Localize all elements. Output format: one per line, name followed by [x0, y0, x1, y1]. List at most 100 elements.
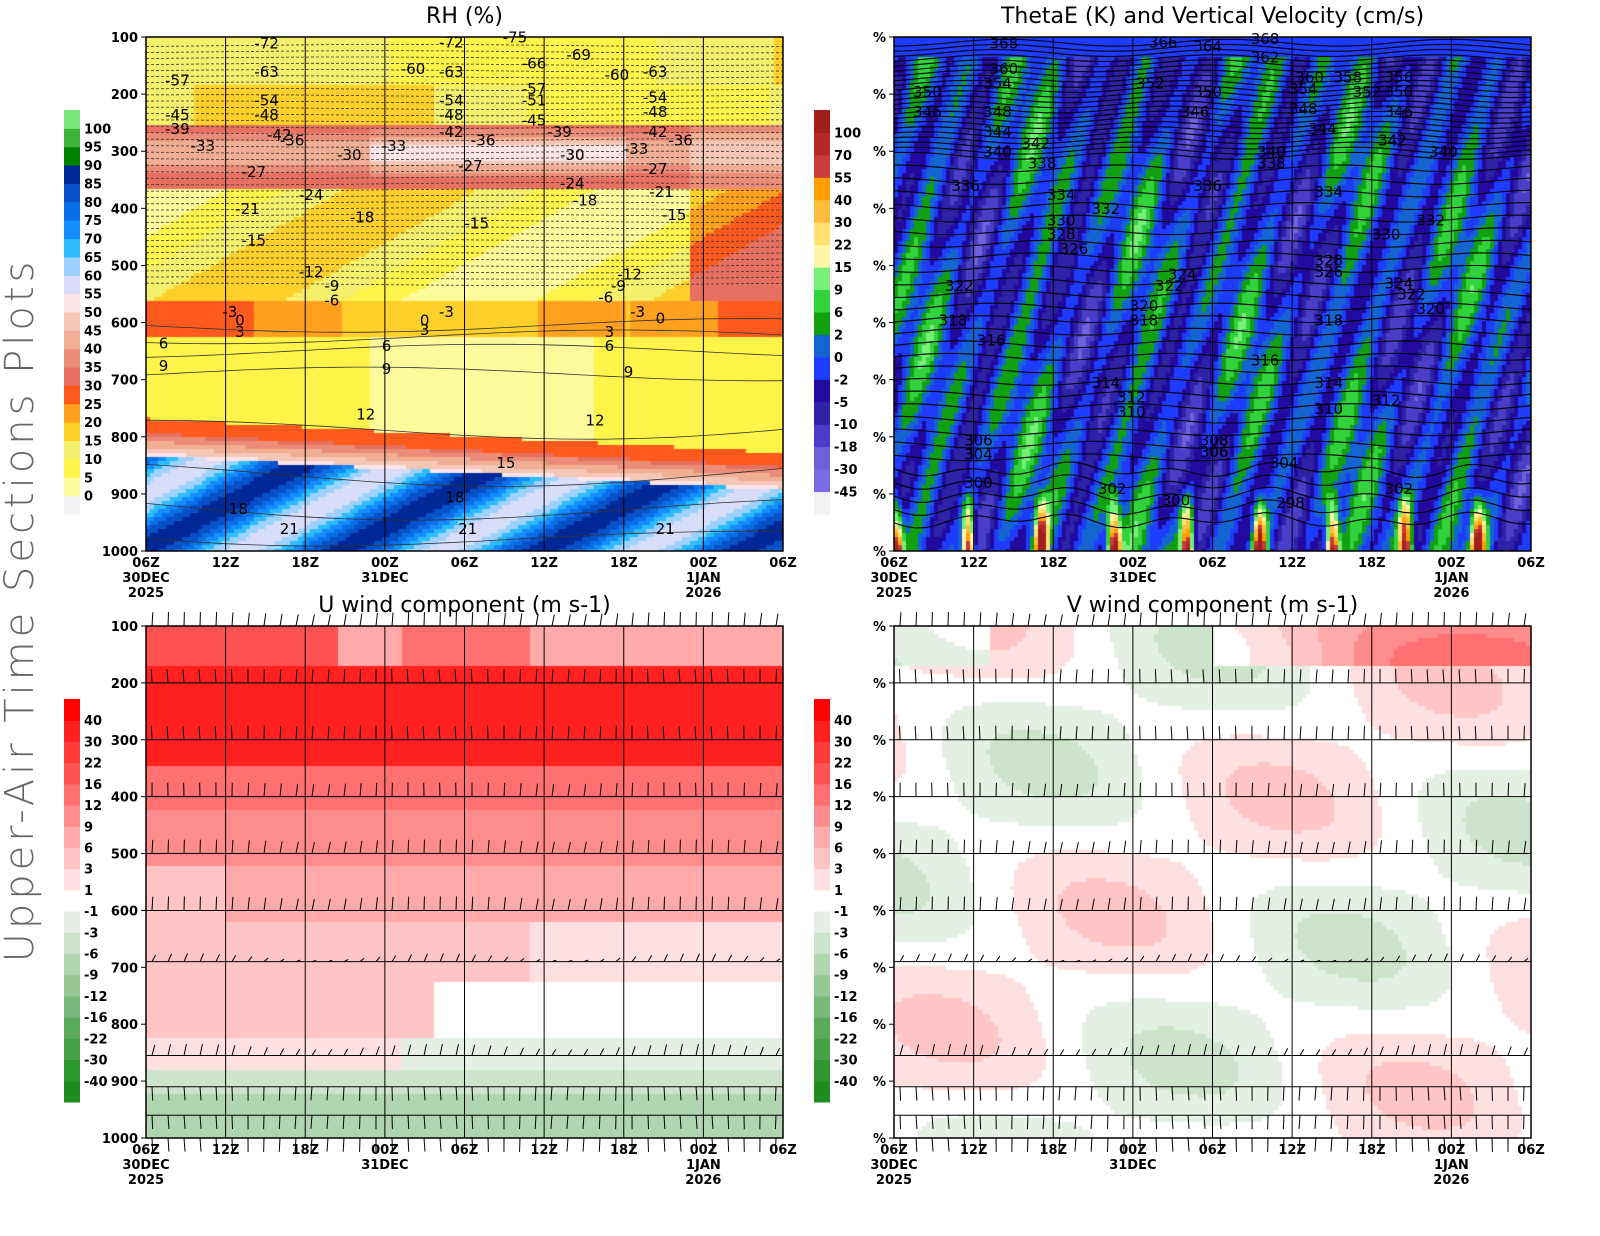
- contour-label: 338: [1028, 154, 1057, 172]
- contour-label: 340: [1429, 143, 1458, 161]
- colorbar-label: -30: [834, 1054, 858, 1069]
- wind-barb: [1459, 1137, 1462, 1152]
- contour-label: 6: [605, 337, 615, 355]
- colorbar-label: 20: [84, 416, 102, 431]
- wind-barb: [1299, 1048, 1305, 1056]
- wind-barb: [1043, 959, 1049, 963]
- wind-barb: [1283, 958, 1289, 963]
- wind-barb: [167, 896, 170, 911]
- wind-barb: [1219, 1086, 1222, 1101]
- wind-barb: [551, 726, 554, 740]
- wind-barb: [1363, 613, 1367, 627]
- wind-barb: [1219, 1137, 1222, 1152]
- wind-barb: [1299, 726, 1302, 740]
- wind-barb: [1442, 726, 1445, 740]
- wind-barb: [1026, 1115, 1029, 1130]
- wind-barb: [1139, 612, 1142, 627]
- wind-barb: [439, 1115, 442, 1129]
- colorbar-swatch: [814, 783, 830, 806]
- wind-barb: [1187, 1086, 1190, 1101]
- contour-label: -48: [643, 103, 668, 121]
- wind-barb: [678, 726, 681, 740]
- colorbar-swatch: [64, 348, 80, 368]
- wind-barb: [1283, 669, 1286, 683]
- colorbar-swatch: [64, 741, 80, 764]
- contour-label: 312: [1372, 391, 1401, 409]
- contour-label: 354: [983, 74, 1012, 92]
- colorbar-swatch: [64, 826, 80, 848]
- wind-barb: [1107, 841, 1111, 854]
- colorbar-swatch: [814, 334, 830, 358]
- dashed-contour-line: [145, 163, 784, 167]
- colorbar-label: 2: [834, 328, 843, 343]
- colorbar-swatch: [64, 974, 80, 997]
- wind-barb: [279, 783, 282, 797]
- contour-label: 348: [1289, 100, 1318, 118]
- wind-barb: [311, 726, 314, 740]
- x-tick-year: 2026: [1433, 1173, 1469, 1188]
- dashed-contour-line: [145, 238, 784, 242]
- wind-barb: [962, 669, 965, 683]
- contour-label: 21: [458, 520, 477, 538]
- wind-barb: [151, 954, 157, 962]
- wind-barb: [647, 955, 653, 962]
- wind-barb: [582, 1086, 585, 1101]
- dashed-contour-line: [145, 150, 784, 154]
- colorbar-label: 6: [834, 841, 843, 856]
- wind-barb: [391, 839, 394, 854]
- wind-barb: [375, 782, 378, 797]
- contour-label: 310: [1117, 403, 1146, 421]
- x-tick-year: 2026: [1433, 586, 1469, 601]
- dashed-contour-line: [145, 144, 784, 148]
- x-tick-label: 00Z: [371, 1143, 399, 1158]
- wind-barb: [295, 959, 301, 963]
- wind-barb: [471, 896, 474, 911]
- colorbar-label: 60: [84, 269, 102, 284]
- wind-barb: [774, 1086, 777, 1101]
- wind-barb: [327, 614, 331, 627]
- wind-barb: [963, 953, 968, 962]
- wind-barb: [1139, 896, 1142, 911]
- colorbar-label: 30: [84, 735, 102, 750]
- x-tick-label: 06Z: [132, 556, 160, 571]
- wind-barb: [311, 841, 315, 854]
- wind-barb: [199, 1044, 203, 1056]
- wind-barb: [711, 1086, 714, 1101]
- wind-barb: [711, 1115, 714, 1129]
- contour-label: 330: [1047, 211, 1076, 229]
- wind-barb: [1202, 669, 1205, 683]
- wind-barb: [343, 898, 347, 911]
- wind-barb: [978, 669, 981, 683]
- wind-barb: [534, 1137, 537, 1152]
- colorbar-swatch: [64, 165, 80, 184]
- contour-label: -33: [382, 137, 407, 155]
- wind-barb: [695, 1137, 698, 1152]
- wind-barb: [1315, 669, 1318, 683]
- wind-barb: [1107, 613, 1111, 627]
- colorbar-swatch: [64, 805, 80, 827]
- wind-barb: [199, 1137, 202, 1152]
- wind-barb: [503, 956, 509, 962]
- wind-barb: [743, 840, 746, 854]
- colorbar-swatch: [814, 199, 830, 223]
- wind-barb: [439, 1137, 442, 1152]
- wind-barb: [1074, 1115, 1077, 1129]
- wind-barb: [550, 1086, 553, 1101]
- wind-barb: [1091, 959, 1097, 963]
- contour-label: 350: [1384, 83, 1413, 101]
- wind-barb: [726, 725, 729, 740]
- contour-label: 344: [983, 123, 1012, 141]
- colorbar-label: 80: [84, 196, 102, 211]
- colorbar-swatch: [64, 911, 80, 933]
- colorbar-swatch: [814, 469, 830, 493]
- wind-barb: [963, 1137, 966, 1152]
- wind-barb: [1171, 1115, 1174, 1129]
- y-tick-label: %: [873, 848, 886, 863]
- dashed-contour-line: [145, 44, 784, 48]
- wind-barb: [438, 669, 441, 683]
- colorbar-swatch: [814, 826, 830, 848]
- colorbar-swatch: [814, 995, 830, 1018]
- wind-barb: [583, 841, 587, 854]
- x-tick-label: 12Z: [530, 556, 558, 571]
- wind-barb: [471, 1137, 474, 1152]
